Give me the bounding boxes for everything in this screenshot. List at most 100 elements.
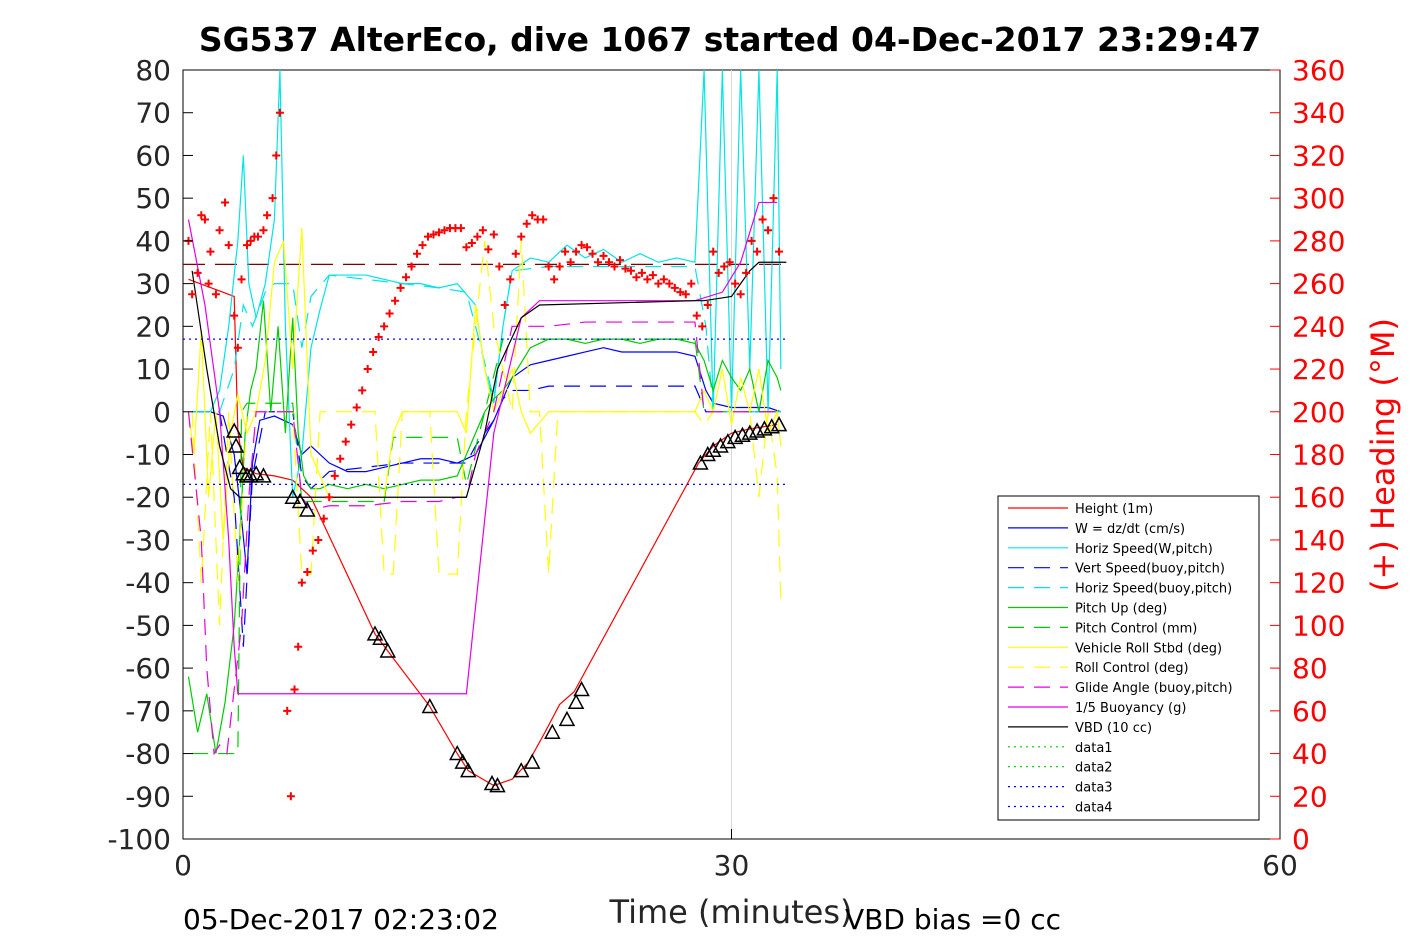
triangle-marker (544, 723, 561, 739)
triangle-marker (291, 492, 309, 509)
heading-point (566, 258, 575, 267)
y-axis-right-label: (+) Heading (°M) (1364, 318, 1402, 592)
y-tick-label: -100 (107, 823, 171, 856)
heading-point (753, 247, 762, 256)
heading-point (221, 198, 230, 207)
heading-point (391, 296, 400, 305)
heading-point (294, 642, 303, 651)
triangle-marker (421, 697, 439, 714)
y2-tick-label: 160 (1292, 481, 1345, 514)
heading-point (283, 706, 292, 715)
heading-point (681, 290, 690, 299)
triangle-marker (448, 744, 466, 761)
heading-point (193, 268, 202, 277)
y2-tick-label: 60 (1292, 695, 1328, 728)
heading-point (263, 211, 272, 220)
heading-point (206, 247, 215, 256)
triangle-marker (255, 467, 272, 483)
heading-point (380, 322, 389, 331)
triangle-marker (454, 753, 471, 769)
heading-point (462, 243, 471, 252)
heading-point (440, 226, 449, 235)
y2-tick-label: 300 (1292, 182, 1345, 215)
triangle-marker (704, 441, 722, 457)
y2-tick-label: 360 (1292, 54, 1345, 87)
heading-point (197, 211, 206, 220)
heading-point (341, 437, 350, 446)
triangle-marker (459, 762, 477, 778)
series-layer (183, 69, 787, 787)
legend-label: Height (1m) (1075, 502, 1153, 517)
y-axis-left: 80 70 60 50 40 30 20 10 0 -10 -20 -30 -40 -50 -60 -70 -8… (107, 54, 193, 856)
heading-point (539, 215, 548, 224)
y-tick-label: -10 (125, 439, 171, 472)
y2-tick-label: 200 (1292, 396, 1345, 429)
legend-label: data1 (1075, 741, 1113, 756)
y2-tick-label: 220 (1292, 353, 1345, 386)
legend-label: 1/5 Buoyancy (g) (1075, 701, 1186, 716)
heading-point (290, 685, 299, 694)
x-axis-label: Time (minutes) (609, 893, 853, 931)
heading-point (654, 279, 663, 288)
y-tick-label: -50 (125, 609, 171, 642)
y2-tick-label: 40 (1292, 738, 1328, 771)
heading-point (319, 514, 328, 523)
triangle-marker (770, 416, 788, 432)
y2-tick-label: 80 (1292, 652, 1328, 685)
triangle-marker (284, 488, 301, 504)
y-tick-label: -90 (125, 780, 171, 813)
heading-point (500, 300, 509, 309)
x-tick-label: 0 (174, 849, 192, 882)
y-tick-label: 40 (135, 225, 171, 258)
heading-point (698, 322, 707, 331)
heading-point (286, 792, 295, 801)
legend-label: VBD (10 cc) (1075, 721, 1152, 736)
y-tick-label: -30 (125, 524, 171, 557)
heading-point (456, 224, 465, 233)
heading-point (583, 243, 592, 252)
heading-point (692, 311, 701, 320)
heading-point (259, 226, 268, 235)
triangle-marker (242, 467, 259, 483)
heading-point (643, 275, 652, 284)
heading-point (188, 290, 197, 299)
heading-point (358, 386, 367, 395)
heading-point (588, 249, 597, 258)
heading-point (211, 290, 220, 299)
heading-point (325, 493, 334, 502)
legend-label: W = dz/dt (cm/s) (1075, 522, 1185, 537)
triangle-marker (235, 465, 252, 481)
y-tick-label: 60 (135, 139, 171, 172)
series-vbd-10-cc (191, 261, 787, 498)
heading-point (665, 279, 674, 288)
triangle-marker (372, 629, 389, 645)
heading-point (577, 241, 586, 250)
heading-point (736, 290, 745, 299)
heading-point (605, 258, 614, 267)
legend-label: Pitch Up (deg) (1075, 602, 1167, 617)
y2-tick-label: 140 (1292, 524, 1345, 557)
heading-point (511, 249, 520, 258)
heading-point (352, 403, 361, 412)
heading-point (204, 279, 213, 288)
heading-point (429, 230, 438, 239)
y-tick-label: -20 (125, 481, 171, 514)
y2-tick-label: 320 (1292, 139, 1345, 172)
heading-point (495, 262, 504, 271)
heading-point (246, 236, 255, 245)
heading-point (775, 247, 784, 256)
series-w-dz-dt-cm-s (192, 347, 782, 575)
heading-point (347, 420, 356, 429)
heading-point (561, 247, 570, 256)
legend-label: data4 (1075, 801, 1113, 816)
heading-point (676, 288, 685, 297)
heading-point (610, 262, 619, 271)
triangle-marker (379, 642, 397, 658)
x-axis: 0 30 60 (174, 829, 1298, 882)
heading-point (594, 258, 603, 267)
heading-point (330, 471, 339, 480)
heading-point (648, 271, 657, 280)
heading-point (670, 283, 679, 292)
heading-point (637, 268, 646, 277)
